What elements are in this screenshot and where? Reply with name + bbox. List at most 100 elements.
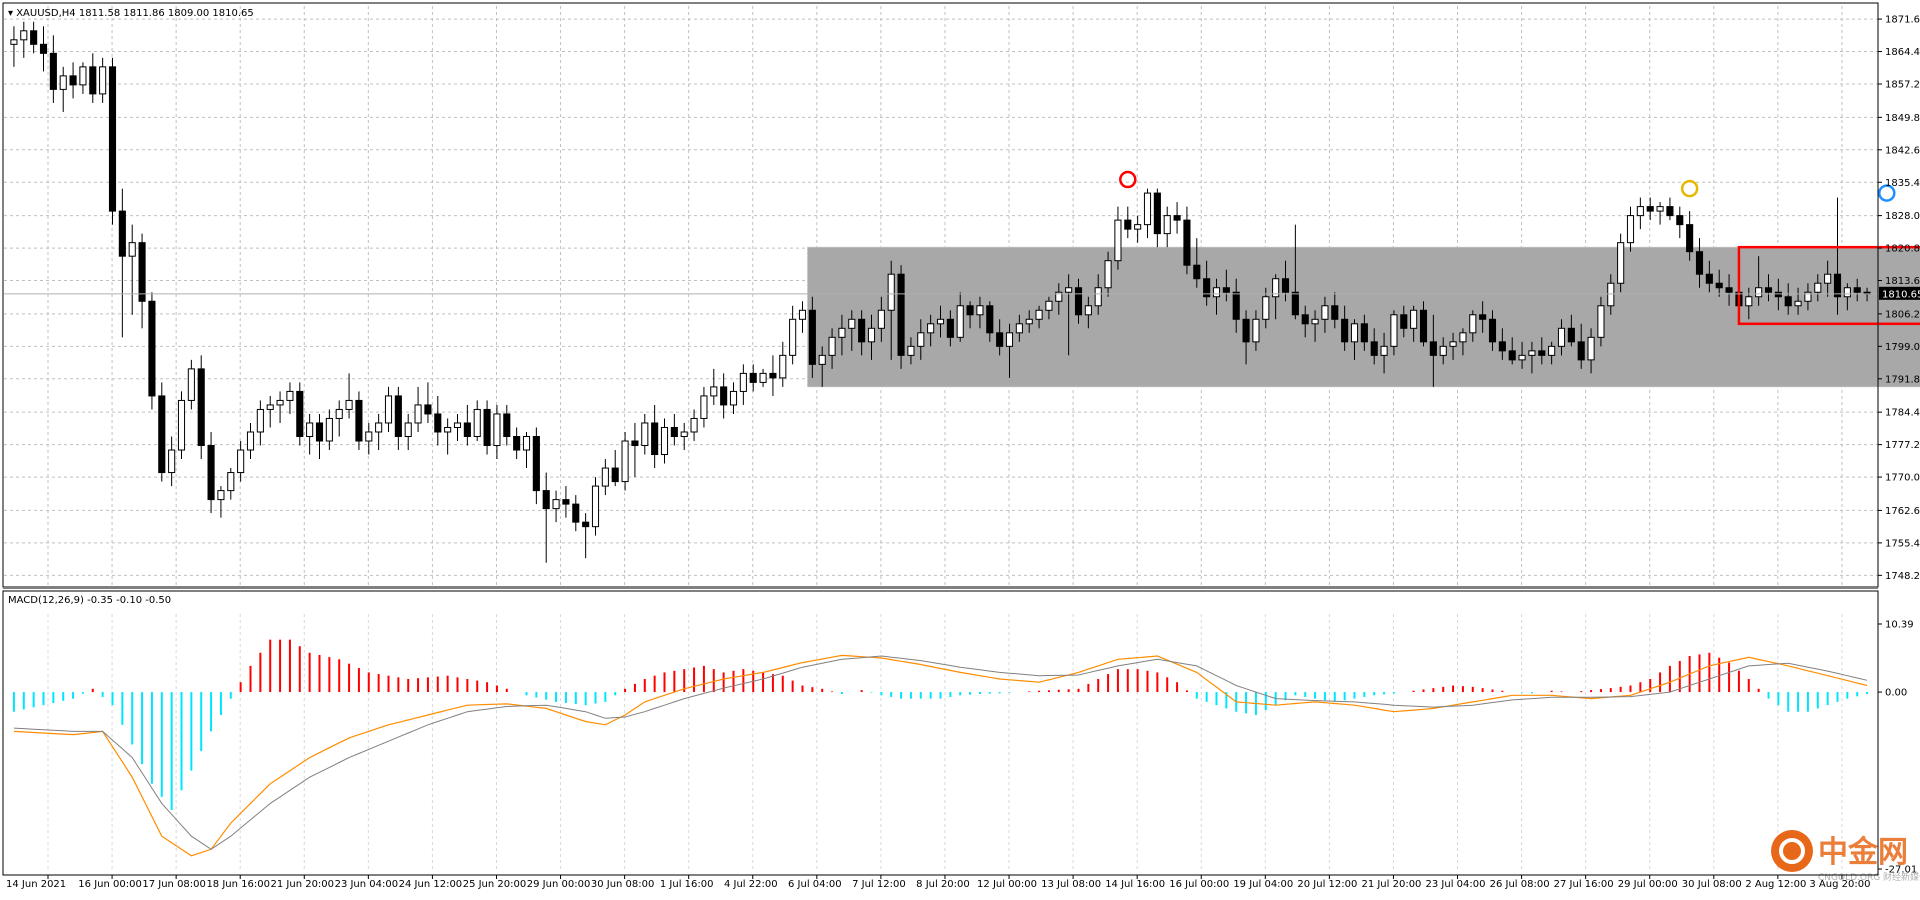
candlestick-series <box>10 21 1871 563</box>
candle-bullish <box>1824 273 1832 284</box>
candle-bearish <box>542 490 550 510</box>
marker-circle <box>1119 170 1137 189</box>
marker-circle <box>1680 179 1699 198</box>
candle-bullish <box>759 372 767 383</box>
candle-bearish <box>503 413 511 437</box>
price-tick-label: 1784.40 <box>1885 408 1920 419</box>
candle-bullish <box>927 323 935 334</box>
candle-bullish <box>601 467 609 487</box>
candle-bearish <box>483 408 491 447</box>
candle-bullish <box>1321 305 1329 320</box>
price-tick-label: 1748.20 <box>1885 571 1920 582</box>
candle-bullish <box>739 372 747 392</box>
candle-bearish <box>532 435 540 492</box>
candle-bearish <box>1222 287 1230 293</box>
candle-bearish <box>1725 287 1733 293</box>
candle-bullish <box>877 309 885 329</box>
time-tick-label: 20 Jul 12:00 <box>1297 879 1357 890</box>
time-tick-label: 29 Jun 00:00 <box>527 879 591 890</box>
candle-bullish <box>59 75 67 90</box>
candle-bullish <box>887 273 895 311</box>
candle-bullish <box>729 390 738 406</box>
price-tick-label: 1857.20 <box>1885 79 1920 90</box>
candle-bullish <box>1163 215 1171 235</box>
current-price-label: 1810.65 <box>1882 289 1920 300</box>
time-tick-label: 21 Jun 20:00 <box>271 879 335 890</box>
candle-bullish <box>168 449 176 474</box>
marker-circles <box>1119 170 1896 202</box>
candle-bullish <box>266 404 274 410</box>
candle-bullish <box>1636 206 1644 217</box>
candle-bullish <box>1084 305 1092 316</box>
time-tick-label: 4 Jul 22:00 <box>724 879 778 890</box>
candle-bearish <box>1479 314 1487 320</box>
candle-bearish <box>1577 341 1585 361</box>
candle-bullish <box>1272 278 1280 298</box>
candle-bearish <box>1498 341 1506 352</box>
candle-bearish <box>1853 287 1861 293</box>
candle-bearish <box>1646 206 1654 212</box>
candle-bearish <box>1705 273 1713 284</box>
current-price-box <box>1879 286 1920 300</box>
candle-bullish <box>1045 300 1053 311</box>
price-tick-label: 1828.00 <box>1885 211 1920 222</box>
candle-bearish <box>1676 215 1684 226</box>
candle-bearish <box>1686 224 1694 253</box>
macd-axis[interactable]: 10.39 0.00 -27.01 <box>1878 620 1917 876</box>
candle-bullish <box>1005 332 1014 347</box>
candle-bullish <box>1587 336 1595 361</box>
candle-bearish <box>986 305 994 334</box>
candle-bearish <box>1666 206 1674 217</box>
candle-bullish <box>286 390 294 401</box>
candle-bullish <box>1035 309 1043 320</box>
candle-bullish <box>660 426 669 456</box>
candle-bearish <box>1567 327 1575 343</box>
candle-bearish <box>1242 318 1250 343</box>
time-tick-label: 30 Jul 08:00 <box>1682 879 1742 890</box>
candle-bullish <box>976 305 984 316</box>
candle-bullish <box>1548 345 1556 356</box>
candle-bullish <box>246 431 255 451</box>
candle-bullish <box>1025 318 1033 325</box>
signal-line <box>13 655 1868 850</box>
macd-panel[interactable]: MACD(12,26,9) -0.35 -0.10 -0.50 <box>8 595 1869 869</box>
candle-bullish <box>1607 282 1615 307</box>
candle-bullish <box>1015 323 1023 334</box>
ohlc-values: 1811.58 1811.86 1809.00 1810.65 <box>79 8 254 19</box>
candle-bullish <box>1804 291 1812 302</box>
candle-bullish <box>276 399 284 406</box>
candle-bullish <box>345 399 353 410</box>
candle-bullish <box>227 472 235 492</box>
price-tick-label: 1799.00 <box>1885 342 1920 353</box>
macd-grid <box>47 614 1843 869</box>
candle-bullish <box>10 39 18 45</box>
candle-bullish <box>798 309 807 320</box>
price-axis[interactable]: 1871.60 1864.40 1857.20 1849.80 1842.60 1835.… <box>1878 15 1920 582</box>
candle-bearish <box>720 386 728 406</box>
candle-bullish <box>680 431 688 437</box>
candle-bullish <box>414 404 422 424</box>
candle-bullish <box>936 318 945 325</box>
candle-bullish <box>375 422 383 433</box>
price-tick-label: 1842.60 <box>1885 145 1920 156</box>
macd-line <box>13 654 1868 857</box>
candle-bearish <box>138 242 146 302</box>
candle-bearish <box>1764 287 1773 293</box>
candle-bullish <box>187 368 195 401</box>
candle-bullish <box>384 395 393 424</box>
candle-bearish <box>30 30 38 45</box>
time-axis[interactable]: 14 Jun 2021 16 Jun 00:00 17 Jun 08:00 18 Ju… <box>6 875 1870 890</box>
candle-bullish <box>1656 206 1664 212</box>
highlight-box <box>1737 245 1920 326</box>
consolidation-range-box <box>806 246 1920 388</box>
candle-bearish <box>749 372 757 383</box>
price-panel[interactable]: ▾ XAUUSD,H4 1811.58 1811.86 1809.00 1810… <box>4 6 1920 585</box>
candle-bearish <box>1488 318 1497 343</box>
candle-bullish <box>1311 318 1319 325</box>
candle-bearish <box>197 368 205 447</box>
candle-bearish <box>1508 350 1516 361</box>
price-tick-label: 1791.80 <box>1885 374 1920 385</box>
candle-bullish <box>1065 287 1073 293</box>
candle-bearish <box>1291 291 1299 316</box>
